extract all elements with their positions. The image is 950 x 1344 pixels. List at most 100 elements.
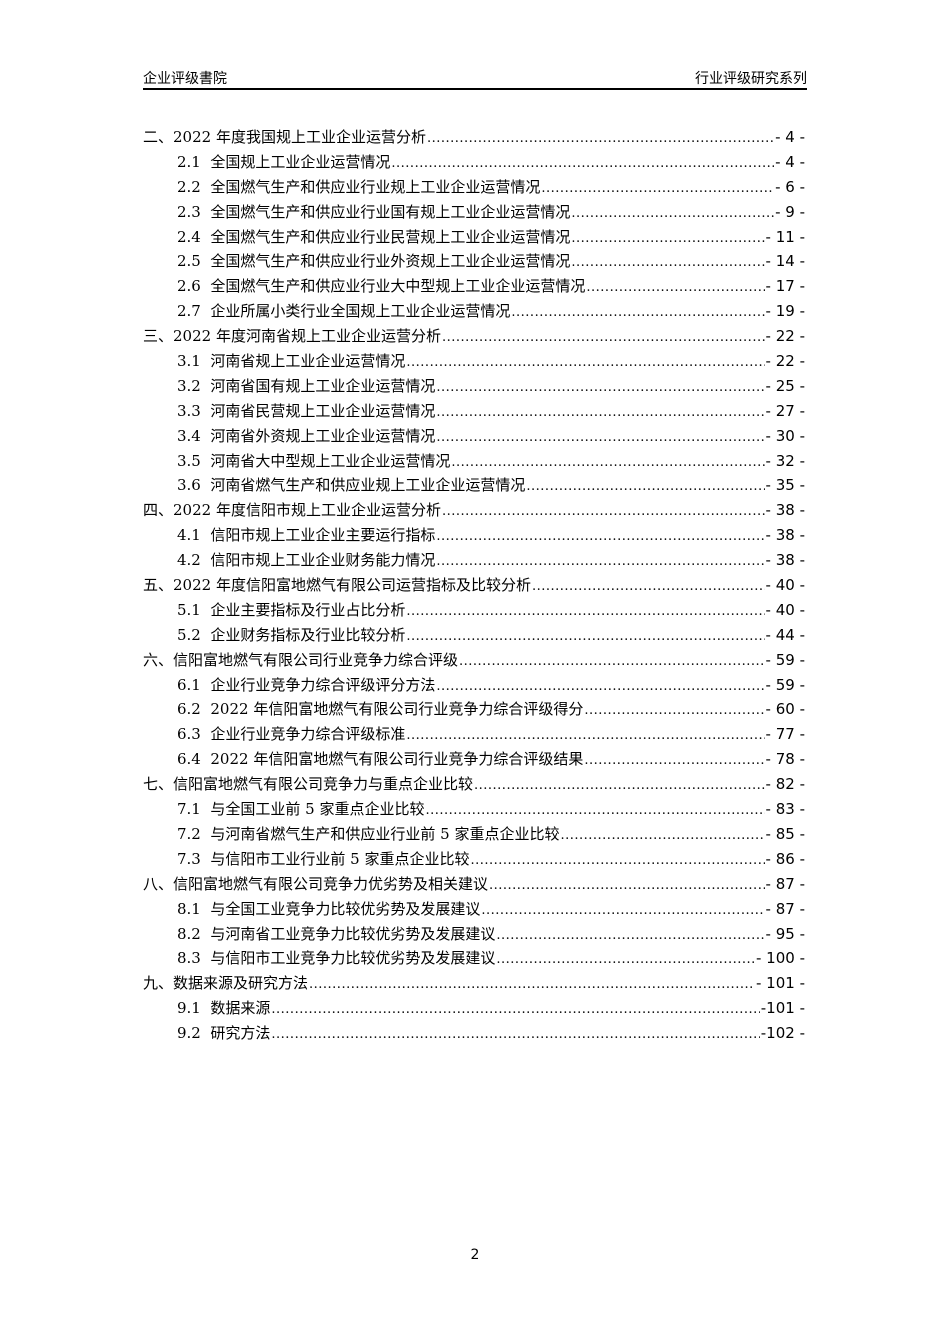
toc-entry-title: 9.1 数据来源 (177, 999, 271, 1018)
toc-section-entry[interactable]: 7.3 与信阳市工业行业前 5 家重点企业比较 - 86 - (143, 848, 805, 873)
toc-chapter-entry[interactable]: 六、信阳富地燃气有限公司行业竞争力综合评级 - 59 - (143, 649, 805, 674)
dot-leader (489, 875, 765, 897)
dot-leader (442, 327, 765, 349)
toc-entry-title: 2.7 企业所属小类行业全国规上工业企业运营情况 (177, 302, 511, 321)
dot-leader (425, 800, 764, 822)
toc-entry-page: -101 - (760, 999, 805, 1018)
dot-leader (442, 501, 765, 523)
toc-entry-title: 3.1 河南省规上工业企业运营情况 (177, 352, 406, 371)
toc-entry-page: - 87 - (765, 899, 805, 918)
toc-section-entry[interactable]: 2.1 全国规上工业企业运营情况 - 4 - (143, 151, 805, 176)
toc-entry-page: - 38 - (765, 501, 805, 520)
toc-entry-title: 三、2022 年度河南省规上工业企业运营分析 (143, 327, 441, 346)
toc-section-entry[interactable]: 9.2 研究方法 -102 - (143, 1022, 805, 1047)
toc-entry-page: - 86 - (765, 849, 805, 868)
toc-section-entry[interactable]: 8.3 与信阳市工业竞争力比较优劣势及发展建议 - 100 - (143, 947, 805, 972)
dot-leader (496, 949, 755, 971)
toc-entry-page: - 59 - (765, 675, 805, 694)
toc-entry-title: 九、数据来源及研究方法 (143, 974, 309, 993)
toc-section-entry[interactable]: 8.1 与全国工业竞争力比较优劣势及发展建议 - 87 - (143, 898, 805, 923)
toc-entry-page: - 95 - (765, 924, 805, 943)
dot-leader (436, 551, 764, 573)
toc-section-entry[interactable]: 2.7 企业所属小类行业全国规上工业企业运营情况 - 19 - (143, 300, 805, 325)
toc-entry-title: 5.2 企业财务指标及行业比较分析 (177, 625, 406, 644)
toc-chapter-entry[interactable]: 九、数据来源及研究方法 - 101 - (143, 972, 805, 997)
dot-leader (470, 850, 764, 872)
toc-entry-page: - 38 - (765, 526, 805, 545)
dot-leader (436, 377, 764, 399)
header-left-text: 企业评级書院 (143, 71, 227, 87)
toc-entry-title: 五、2022 年度信阳富地燃气有限公司运营指标及比较分析 (143, 576, 531, 595)
table-of-contents: 二、2022 年度我国规上工业企业运营分析- 4 -2.1 全国规上工业企业运营… (143, 126, 805, 1047)
toc-entry-page: - 83 - (765, 800, 805, 819)
toc-entry-page: - 78 - (765, 750, 805, 769)
dot-leader (436, 676, 764, 698)
toc-section-entry[interactable]: 5.1 企业主要指标及行业占比分析 - 40 - (143, 599, 805, 624)
toc-section-entry[interactable]: 6.1 企业行业竞争力综合评级评分方法 - 59 - (143, 674, 805, 699)
dot-leader (271, 999, 759, 1021)
toc-section-entry[interactable]: 3.4 河南省外资规上工业企业运营情况 - 30 - (143, 425, 805, 450)
toc-entry-page: - 4 - (775, 128, 805, 146)
toc-entry-page: - 40 - (765, 576, 805, 595)
toc-entry-page: - 17 - (765, 277, 805, 296)
toc-entry-title: 6.1 企业行业竞争力综合评级评分方法 (177, 675, 436, 694)
toc-entry-title: 2.5 全国燃气生产和供应业行业外资规上工业企业运营情况 (177, 252, 571, 271)
toc-chapter-entry[interactable]: 八、信阳富地燃气有限公司竞争力优劣势及相关建议 - 87 - (143, 873, 805, 898)
toc-entry-title: 3.5 河南省大中型规上工业企业运营情况 (177, 451, 451, 470)
toc-section-entry[interactable]: 6.2 2022 年信阳富地燃气有限公司行业竞争力综合评级得分 - 60 - (143, 698, 805, 723)
toc-section-entry[interactable]: 4.1 信阳市规上工业企业主要运行指标 - 38 - (143, 524, 805, 549)
dot-leader (571, 203, 774, 225)
toc-entry-page: - 101 - (756, 974, 805, 993)
dot-leader (406, 626, 764, 648)
toc-section-entry[interactable]: 6.4 2022 年信阳富地燃气有限公司行业竞争力综合评级结果 - 78 - (143, 748, 805, 773)
dot-leader (391, 153, 774, 175)
toc-entry-title: 2.4 全国燃气生产和供应业行业民营规上工业企业运营情况 (177, 227, 571, 246)
toc-section-entry[interactable]: 3.1 河南省规上工业企业运营情况 - 22 - (143, 350, 805, 375)
toc-section-entry[interactable]: 3.6 河南省燃气生产和供应业规上工业企业运营情况 - 35 - (143, 474, 805, 499)
toc-entry-page: - 32 - (765, 451, 805, 470)
dot-leader (584, 750, 764, 772)
toc-section-entry[interactable]: 7.2 与河南省燃气生产和供应业行业前 5 家重点企业比较 - 85 - (143, 823, 805, 848)
toc-entry-title: 八、信阳富地燃气有限公司竞争力优劣势及相关建议 (143, 874, 489, 893)
dot-leader (526, 476, 764, 498)
toc-chapter-entry[interactable]: 四、2022 年度信阳市规上工业企业运营分析 - 38 - (143, 499, 805, 524)
toc-chapter-entry[interactable]: 二、2022 年度我国规上工业企业运营分析 - 4 - (143, 126, 805, 151)
page-number: 2 (470, 1247, 480, 1263)
toc-section-entry[interactable]: 9.1 数据来源 -101 - (143, 997, 805, 1022)
toc-entry-page: - 60 - (765, 700, 805, 719)
toc-section-entry[interactable]: 2.6 全国燃气生产和供应业行业大中型规上工业企业运营情况 - 17 - (143, 275, 805, 300)
toc-section-entry[interactable]: 2.4 全国燃气生产和供应业行业民营规上工业企业运营情况 - 11 - (143, 226, 805, 251)
toc-section-entry[interactable]: 3.5 河南省大中型规上工业企业运营情况 - 32 - (143, 450, 805, 475)
toc-section-entry[interactable]: 6.3 企业行业竞争力综合评级标准 - 77 - (143, 723, 805, 748)
toc-section-entry[interactable]: 3.2 河南省国有规上工业企业运营情况 - 25 - (143, 375, 805, 400)
toc-entry-title: 8.1 与全国工业竞争力比较优劣势及发展建议 (177, 899, 481, 918)
toc-entry-title: 9.2 研究方法 (177, 1024, 271, 1043)
toc-entry-page: - 38 - (765, 551, 805, 570)
toc-entry-page: -102 - (760, 1024, 805, 1043)
toc-entry-title: 8.2 与河南省工业竞争力比较优劣势及发展建议 (177, 924, 496, 943)
toc-section-entry[interactable]: 5.2 企业财务指标及行业比较分析 - 44 - (143, 624, 805, 649)
toc-entry-title: 七、信阳富地燃气有限公司竞争力与重点企业比较 (143, 775, 474, 794)
dot-leader (451, 452, 764, 474)
toc-entry-page: - 4 - (775, 152, 805, 171)
toc-entry-title: 2.3 全国燃气生产和供应业行业国有规上工业企业运营情况 (177, 202, 571, 221)
dot-leader (436, 427, 764, 449)
toc-entry-page: - 82 - (765, 775, 805, 794)
dot-leader (511, 302, 764, 324)
toc-section-entry[interactable]: 4.2 信阳市规上工业企业财务能力情况 - 38 - (143, 549, 805, 574)
toc-section-entry[interactable]: 2.3 全国燃气生产和供应业行业国有规上工业企业运营情况 - 9 - (143, 201, 805, 226)
toc-entry-page: - 59 - (765, 650, 805, 669)
toc-chapter-entry[interactable]: 三、2022 年度河南省规上工业企业运营分析 - 22 - (143, 325, 805, 350)
toc-section-entry[interactable]: 3.3 河南省民营规上工业企业运营情况 - 27 - (143, 400, 805, 425)
toc-section-entry[interactable]: 7.1 与全国工业前 5 家重点企业比较 - 83 - (143, 798, 805, 823)
toc-chapter-entry[interactable]: 五、2022 年度信阳富地燃气有限公司运营指标及比较分析 - 40 - (143, 574, 805, 599)
toc-entry-title: 4.2 信阳市规上工业企业财务能力情况 (177, 551, 436, 570)
dot-leader (571, 228, 764, 250)
toc-entry-page: - 30 - (765, 426, 805, 445)
toc-chapter-entry[interactable]: 七、信阳富地燃气有限公司竞争力与重点企业比较 - 82 - (143, 773, 805, 798)
toc-entry-page: - 44 - (765, 625, 805, 644)
toc-section-entry[interactable]: 2.5 全国燃气生产和供应业行业外资规上工业企业运营情况 - 14 - (143, 250, 805, 275)
toc-entry-title: 二、2022 年度我国规上工业企业运营分析 (143, 128, 426, 146)
toc-section-entry[interactable]: 2.2 全国燃气生产和供应业行业规上工业企业运营情况 - 6 - (143, 176, 805, 201)
toc-section-entry[interactable]: 8.2 与河南省工业竞争力比较优劣势及发展建议 - 95 - (143, 923, 805, 948)
